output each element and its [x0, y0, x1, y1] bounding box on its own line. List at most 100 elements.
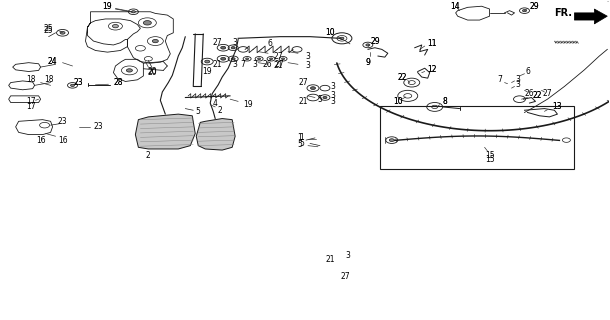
Text: 3: 3 — [331, 97, 336, 106]
Text: 2: 2 — [146, 151, 151, 160]
Text: 24: 24 — [48, 57, 57, 66]
Text: 22: 22 — [533, 91, 542, 100]
Text: 8: 8 — [442, 98, 447, 107]
Circle shape — [340, 37, 344, 39]
Text: 19: 19 — [203, 67, 212, 76]
Circle shape — [152, 39, 159, 43]
Text: 5: 5 — [298, 140, 303, 149]
Text: 21: 21 — [298, 97, 308, 106]
Text: 23: 23 — [74, 77, 84, 86]
Text: 14: 14 — [450, 2, 459, 11]
Text: 27: 27 — [273, 52, 283, 60]
Text: 21: 21 — [212, 60, 222, 69]
Text: 3: 3 — [515, 75, 520, 84]
Text: 3: 3 — [331, 91, 336, 100]
Text: 3: 3 — [515, 80, 520, 89]
Text: 6: 6 — [525, 67, 530, 76]
Text: 22: 22 — [397, 73, 406, 82]
Text: 23: 23 — [74, 77, 84, 86]
Text: 9: 9 — [365, 58, 370, 67]
Circle shape — [221, 57, 226, 60]
Circle shape — [282, 58, 284, 60]
Circle shape — [366, 44, 370, 46]
Text: 4: 4 — [213, 99, 218, 108]
Text: 15: 15 — [485, 151, 494, 160]
Circle shape — [221, 46, 226, 49]
Text: 5: 5 — [196, 107, 201, 116]
Text: 22: 22 — [397, 73, 406, 82]
Text: 25: 25 — [44, 26, 54, 35]
Text: 17: 17 — [26, 102, 35, 111]
Text: 24: 24 — [48, 57, 57, 66]
Text: 27: 27 — [298, 78, 308, 87]
Text: 7: 7 — [241, 60, 246, 69]
Text: 8: 8 — [442, 98, 447, 107]
Circle shape — [310, 87, 315, 90]
Text: 3: 3 — [233, 60, 238, 69]
Text: 20: 20 — [148, 67, 157, 76]
Text: 27: 27 — [543, 89, 552, 98]
Text: 12: 12 — [427, 65, 437, 74]
Text: 22: 22 — [533, 91, 542, 100]
Text: 26: 26 — [262, 60, 272, 69]
Text: 29: 29 — [370, 36, 379, 45]
Circle shape — [257, 58, 260, 60]
Text: 20: 20 — [148, 68, 157, 77]
Circle shape — [246, 58, 249, 60]
Circle shape — [231, 47, 235, 49]
Circle shape — [205, 60, 210, 63]
Text: 29: 29 — [529, 2, 539, 11]
Text: 3: 3 — [345, 251, 350, 260]
Polygon shape — [196, 118, 235, 150]
Text: 26: 26 — [525, 89, 534, 98]
Text: 5: 5 — [300, 139, 304, 148]
Text: 15: 15 — [485, 155, 494, 164]
Text: 18: 18 — [26, 75, 35, 84]
Text: 9: 9 — [365, 58, 370, 67]
Text: 19: 19 — [102, 2, 112, 11]
Text: 29: 29 — [370, 36, 379, 45]
Text: 3: 3 — [331, 82, 336, 91]
Text: 23: 23 — [94, 122, 103, 131]
Text: 13: 13 — [553, 102, 562, 111]
Polygon shape — [135, 114, 195, 149]
Text: 3: 3 — [233, 38, 238, 47]
Text: 3: 3 — [306, 52, 310, 60]
Circle shape — [60, 31, 65, 34]
Circle shape — [131, 11, 135, 13]
Text: 27: 27 — [340, 272, 350, 281]
Text: 6: 6 — [268, 39, 273, 48]
Text: 14: 14 — [450, 2, 459, 11]
Text: 23: 23 — [58, 117, 67, 126]
Circle shape — [71, 84, 74, 86]
Text: 10: 10 — [325, 28, 335, 37]
Text: 7: 7 — [497, 75, 502, 84]
Circle shape — [323, 96, 327, 99]
Text: 10: 10 — [393, 98, 403, 107]
Text: 18: 18 — [44, 75, 53, 84]
Text: 1: 1 — [300, 133, 304, 142]
Circle shape — [523, 10, 526, 12]
Text: 27: 27 — [212, 38, 222, 47]
Text: FR.: FR. — [554, 8, 572, 18]
Text: 19: 19 — [102, 2, 112, 11]
Circle shape — [126, 69, 132, 72]
Text: 2: 2 — [218, 106, 223, 115]
Circle shape — [270, 58, 273, 60]
Text: 10: 10 — [393, 98, 403, 107]
Text: 19: 19 — [243, 100, 253, 109]
Text: 27: 27 — [274, 60, 284, 69]
Polygon shape — [575, 9, 608, 24]
Text: 29: 29 — [529, 2, 539, 11]
Text: 16: 16 — [36, 136, 45, 145]
Text: 1: 1 — [298, 133, 303, 142]
Text: 11: 11 — [427, 39, 437, 48]
Text: 21: 21 — [273, 61, 283, 70]
Text: 25: 25 — [44, 24, 54, 33]
Text: 5: 5 — [318, 95, 323, 104]
Circle shape — [231, 58, 235, 60]
Circle shape — [112, 25, 118, 28]
Text: 3: 3 — [253, 60, 257, 69]
Text: 10: 10 — [325, 28, 335, 37]
Text: 11: 11 — [427, 39, 437, 48]
